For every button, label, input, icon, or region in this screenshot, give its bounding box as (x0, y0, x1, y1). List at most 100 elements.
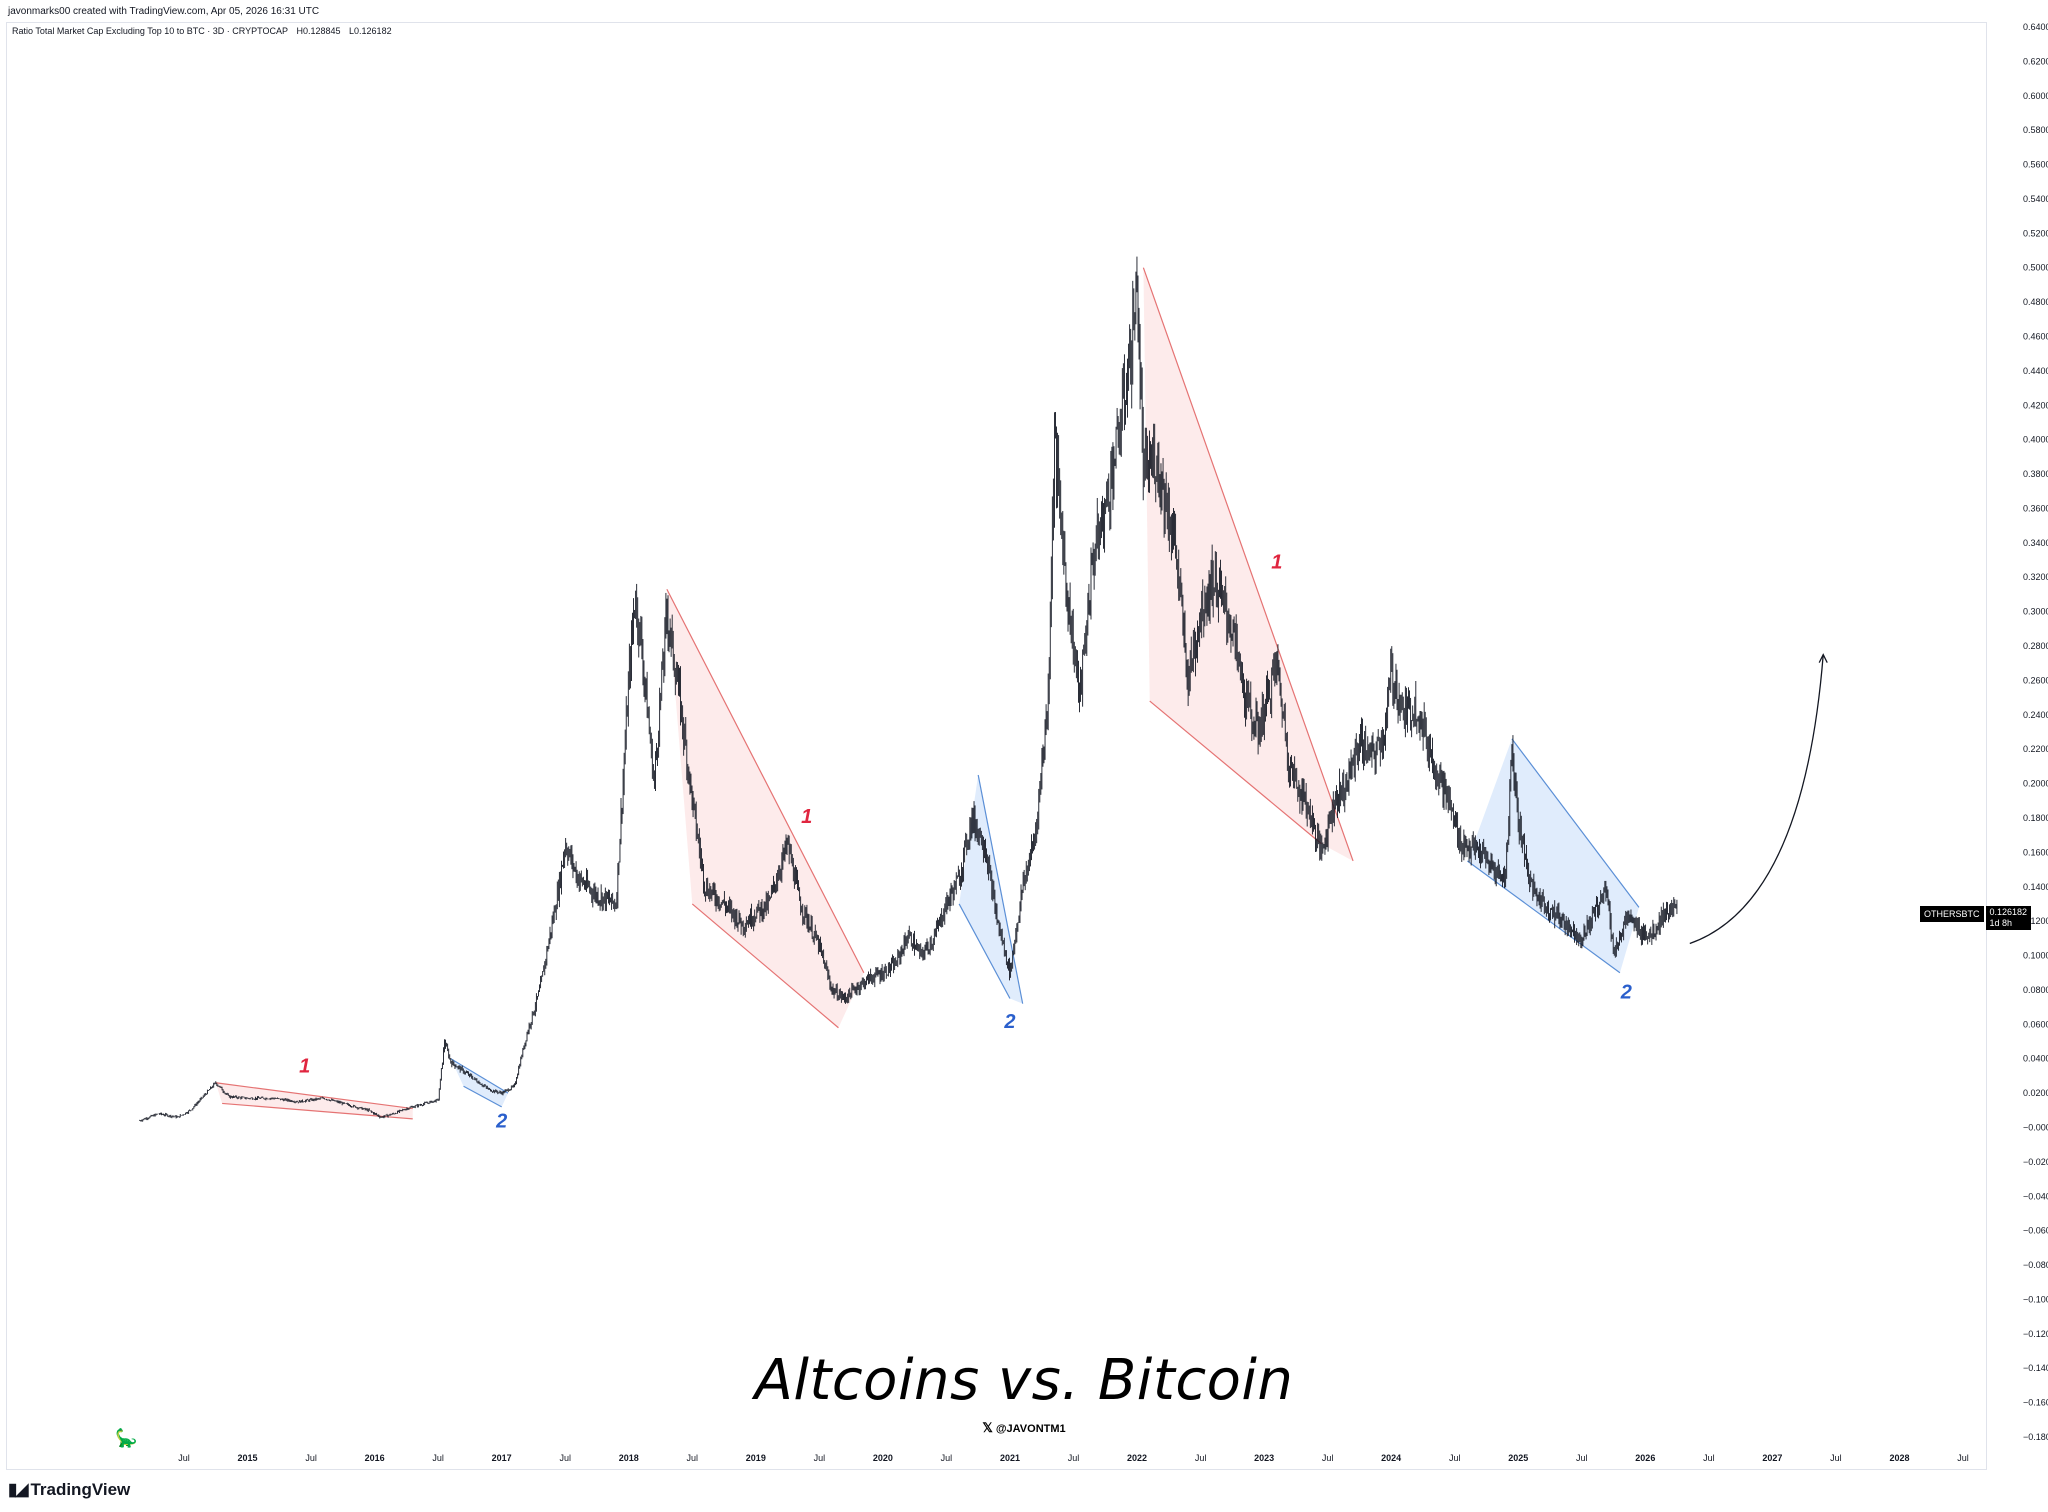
x-tick-label: 2019 (746, 1453, 766, 1463)
symbol-high: H0.128845 (296, 26, 341, 36)
bullish-channel-lower-line (1467, 860, 1621, 974)
bearish-channel-upper-line (215, 1082, 413, 1110)
y-tick-label: 0.460000 (2023, 332, 2048, 342)
y-tick-label: 0.620000 (2023, 56, 2048, 66)
x-tick-label: Jul (305, 1453, 317, 1463)
y-tick-label: −0.080000 (2023, 1260, 2048, 1270)
y-tick-label: −0.060000 (2023, 1226, 2048, 1236)
wave-label: 1 (801, 806, 812, 828)
x-tick-label: Jul (1449, 1453, 1461, 1463)
x-tick-label: Jul (559, 1453, 571, 1463)
x-tick-label: 2020 (873, 1453, 893, 1463)
y-tick-label: 0.280000 (2023, 641, 2048, 651)
y-tick-label: 0.380000 (2023, 469, 2048, 479)
y-tick-label: 0.580000 (2023, 125, 2048, 135)
x-tick-label: Jul (432, 1453, 444, 1463)
y-tick-label: 0.560000 (2023, 160, 2048, 170)
price-label-value: 0.126182 (1989, 907, 2028, 917)
bullish-channel (450, 1058, 509, 1107)
y-tick-label: 0.180000 (2023, 813, 2048, 823)
y-tick-label: 0.240000 (2023, 710, 2048, 720)
bearish-channel-upper-line (666, 589, 865, 974)
y-tick-label: 0.200000 (2023, 779, 2048, 789)
x-tick-label: Jul (178, 1453, 190, 1463)
bullish-channel (1467, 738, 1639, 973)
credit-line: javonmarks00 created with TradingView.co… (8, 6, 320, 17)
x-tick-label: 2018 (619, 1453, 639, 1463)
wave-label: 1 (299, 1055, 310, 1077)
x-tick-label: 2015 (238, 1453, 258, 1463)
y-tick-label: −0.040000 (2023, 1191, 2048, 1201)
x-logo-icon: 𝕏 (982, 1420, 993, 1435)
y-tick-label: 0.360000 (2023, 503, 2048, 513)
y-tick-label: 0.120000 (2023, 916, 2048, 926)
x-tick-label: Jul (1703, 1453, 1715, 1463)
price-label: OTHERSBTC 0.126182 1d 8h (1920, 906, 2032, 930)
x-tick-label: 2027 (1762, 1453, 1782, 1463)
x-tick-label: Jul (1195, 1453, 1207, 1463)
y-tick-label: 0.300000 (2023, 607, 2048, 617)
x-tick-label: 2023 (1254, 1453, 1274, 1463)
y-tick-label: 0.100000 (2023, 951, 2048, 961)
x-tick-label: 2021 (1000, 1453, 1020, 1463)
x-tick-label: Jul (1322, 1453, 1334, 1463)
y-tick-label: 0.640000 (2023, 22, 2048, 32)
x-tick-label: Jul (941, 1453, 953, 1463)
y-tick-label: 0.140000 (2023, 882, 2048, 892)
y-tick-label: 0.160000 (2023, 847, 2048, 857)
y-tick-label: 0.440000 (2023, 366, 2048, 376)
chart-frame (6, 22, 1987, 1470)
x-tick-label: Jul (1957, 1453, 1969, 1463)
x-tick-label: 2024 (1381, 1453, 1401, 1463)
y-tick-label: 0.320000 (2023, 572, 2048, 582)
social-handle: 𝕏 @JAVONTM1 (0, 1420, 2048, 1436)
bearish-channel-lower-line (691, 903, 839, 1029)
y-tick-label: 0.400000 (2023, 435, 2048, 445)
headline: Altcoins vs. Bitcoin (754, 1348, 1294, 1413)
tradingview-logo[interactable]: ▮◢ TradingView (8, 1480, 130, 1500)
y-tick-label: 0.080000 (2023, 985, 2048, 995)
x-tick-label: 2025 (1508, 1453, 1528, 1463)
projection-curve (1689, 654, 1824, 945)
bearish-channel (666, 589, 864, 1028)
brand-text: TradingView (30, 1480, 131, 1499)
y-tick-label: 0.500000 (2023, 263, 2048, 273)
x-tick-label: Jul (1830, 1453, 1842, 1463)
x-tick-label: Jul (687, 1453, 699, 1463)
x-tick-label: 2028 (1889, 1453, 1909, 1463)
wave-label: 1 (1271, 552, 1282, 574)
symbol-legend[interactable]: Ratio Total Market Cap Excluding Top 10 … (12, 26, 398, 36)
y-tick-label: 0.540000 (2023, 194, 2048, 204)
bullish-channel (959, 774, 1023, 1004)
y-tick-label: −0.100000 (2023, 1294, 2048, 1304)
handle-text: @JAVONTM1 (995, 1423, 1066, 1435)
y-tick-label: −0.000000 (2023, 1122, 2048, 1132)
wave-label: 2 (1003, 1011, 1015, 1033)
price-label-countdown: 1d 8h (1989, 918, 2013, 928)
bullish-channel-upper-line (450, 1058, 509, 1094)
bearish-channel-lower-line (1149, 700, 1322, 845)
price-label-symbol: OTHERSBTC (1920, 906, 1984, 922)
x-tick-label: 2022 (1127, 1453, 1147, 1463)
y-tick-label: 0.060000 (2023, 1019, 2048, 1029)
bullish-channel-upper-line (977, 774, 1024, 1004)
y-tick-label: −0.140000 (2023, 1363, 2048, 1373)
tradingview-mark-icon: ▮◢ (8, 1480, 28, 1499)
bullish-channel-lower-line (958, 903, 1011, 999)
y-tick-label: 0.520000 (2023, 228, 2048, 238)
x-tick-label: 2016 (365, 1453, 385, 1463)
x-tick-label: Jul (814, 1453, 826, 1463)
projection-arrowhead (1818, 653, 1828, 663)
y-tick-label: 0.040000 (2023, 1054, 2048, 1064)
x-tick-label: Jul (1576, 1453, 1588, 1463)
wave-label: 2 (495, 1110, 507, 1132)
y-tick-label: 0.020000 (2023, 1088, 2048, 1098)
price-label-box: 0.126182 1d 8h (1985, 906, 2032, 930)
y-tick-label: 0.600000 (2023, 91, 2048, 101)
y-tick-label: 0.420000 (2023, 400, 2048, 410)
y-tick-label: −0.160000 (2023, 1398, 2048, 1408)
y-tick-label: 0.480000 (2023, 297, 2048, 307)
bearish-channel-upper-line (1142, 267, 1354, 862)
bullish-channel-upper-line (1511, 738, 1640, 908)
